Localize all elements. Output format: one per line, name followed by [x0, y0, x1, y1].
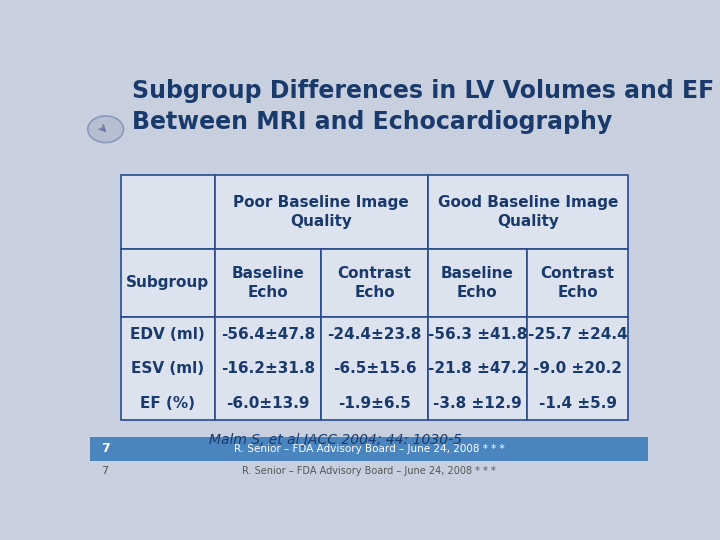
Bar — [527, 318, 629, 420]
Bar — [215, 248, 321, 318]
Bar — [90, 461, 648, 481]
Text: Poor Baseline Image
Quality: Poor Baseline Image Quality — [233, 195, 409, 228]
Text: -1.4 ±5.9: -1.4 ±5.9 — [539, 396, 617, 410]
Text: -25.7 ±24.4: -25.7 ±24.4 — [528, 327, 628, 342]
Text: Good Baseline Image
Quality: Good Baseline Image Quality — [438, 195, 618, 228]
Text: Baseline
Echo: Baseline Echo — [441, 266, 514, 300]
Bar — [428, 175, 629, 248]
Text: -56.4±47.8: -56.4±47.8 — [221, 327, 315, 342]
Bar — [321, 248, 428, 318]
Bar — [527, 248, 629, 318]
Text: EDV (ml): EDV (ml) — [130, 327, 205, 342]
Text: -24.4±23.8: -24.4±23.8 — [328, 327, 422, 342]
Text: Malm S, et al JACC 2004; 44: 1030-5: Malm S, et al JACC 2004; 44: 1030-5 — [209, 433, 462, 447]
Text: R. Senior – FDA Advisory Board – June 24, 2008 * * *: R. Senior – FDA Advisory Board – June 24… — [234, 443, 504, 454]
Circle shape — [88, 116, 124, 143]
Bar — [321, 318, 428, 420]
Bar — [121, 318, 215, 420]
Text: Subgroup: Subgroup — [126, 275, 210, 291]
Text: -9.0 ±20.2: -9.0 ±20.2 — [534, 361, 622, 376]
Text: Subgroup Differences in LV Volumes and EF
Between MRI and Echocardiography: Subgroup Differences in LV Volumes and E… — [132, 79, 714, 134]
Text: -1.9±6.5: -1.9±6.5 — [338, 396, 411, 410]
Bar — [215, 175, 428, 248]
Text: -6.0±13.9: -6.0±13.9 — [226, 396, 310, 410]
Text: -56.3 ±41.8: -56.3 ±41.8 — [428, 327, 527, 342]
Text: -21.8 ±47.2: -21.8 ±47.2 — [428, 361, 527, 376]
Text: EF (%): EF (%) — [140, 396, 195, 410]
Text: 7: 7 — [101, 442, 110, 455]
Bar — [90, 436, 648, 461]
Text: Contrast
Echo: Contrast Echo — [541, 266, 615, 300]
Text: -6.5±15.6: -6.5±15.6 — [333, 361, 416, 376]
Text: 7: 7 — [101, 465, 108, 476]
Text: -3.8 ±12.9: -3.8 ±12.9 — [433, 396, 522, 410]
Bar — [428, 318, 527, 420]
Text: R. Senior – FDA Advisory Board – June 24, 2008 * * *: R. Senior – FDA Advisory Board – June 24… — [242, 465, 496, 476]
Text: Contrast
Echo: Contrast Echo — [338, 266, 412, 300]
Text: -16.2±31.8: -16.2±31.8 — [221, 361, 315, 376]
Bar — [121, 175, 215, 248]
Text: Baseline
Echo: Baseline Echo — [232, 266, 305, 300]
Text: ESV (ml): ESV (ml) — [131, 361, 204, 376]
Bar — [121, 248, 215, 318]
Bar — [428, 248, 527, 318]
Bar — [215, 318, 321, 420]
